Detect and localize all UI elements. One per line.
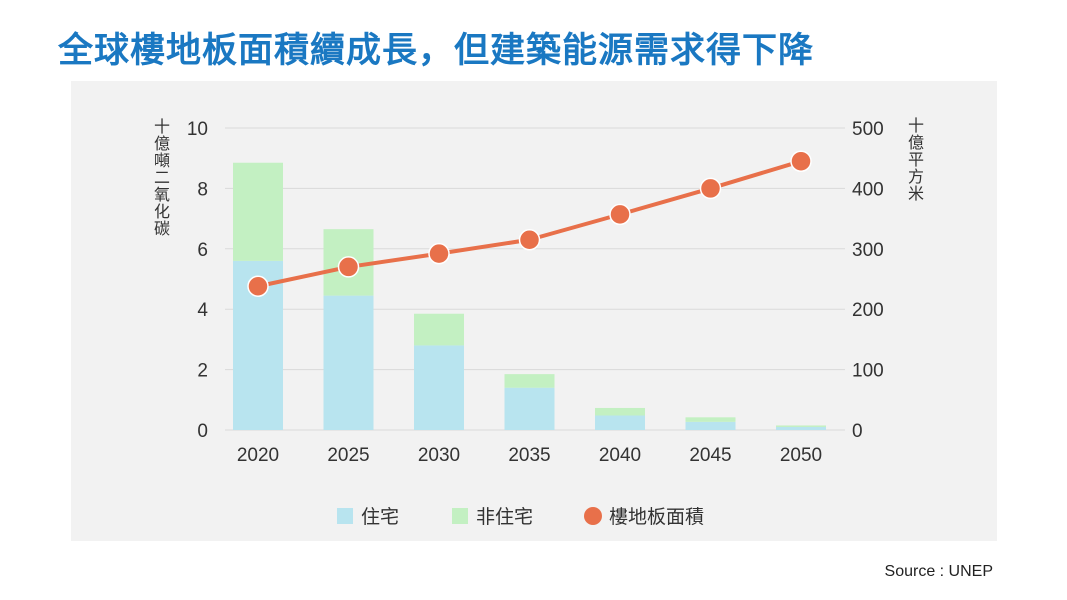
left-tick-label: 6	[197, 240, 208, 261]
right-tick-label: 300	[852, 240, 884, 261]
floor-area-point	[428, 242, 450, 265]
x-tick-label: 2040	[599, 445, 641, 466]
bars	[233, 162, 826, 430]
legend-residential[interactable]: 住宅	[337, 506, 399, 528]
right-axis-title: 十億平方米	[907, 116, 924, 203]
floor-area-point	[699, 177, 722, 200]
left-tick-label: 0	[197, 421, 208, 442]
left-tick-label: 4	[197, 300, 208, 321]
bar-residential	[595, 415, 645, 430]
left-tick-label: 10	[187, 119, 208, 140]
bar-residential	[323, 295, 374, 430]
left-axis-title: 十億噸二氧化碳	[153, 117, 170, 238]
floor-area-point	[337, 256, 360, 278]
x-tick-label: 2020	[237, 445, 279, 466]
x-tick-label: 2035	[508, 445, 550, 466]
legend-label: 非住宅	[476, 506, 533, 528]
chart-title: 全球樓地板面積續成長，但建築能源需求得下降	[58, 31, 815, 71]
legend-marker	[584, 507, 602, 525]
x-tick-label: 2025	[327, 445, 369, 466]
left-tick-label: 2	[197, 361, 208, 382]
floor-area-point	[247, 275, 269, 297]
bar-residential	[504, 387, 555, 430]
x-tick-label: 2030	[418, 445, 460, 466]
bar-non-residential	[685, 417, 736, 422]
floor-area-point	[518, 228, 541, 251]
right-tick-label: 400	[852, 179, 884, 200]
bar-residential	[414, 345, 464, 430]
legend[interactable]: 住宅 非住宅 樓地板面積	[337, 506, 704, 528]
legend-swatch	[337, 508, 353, 524]
legend-floor-area[interactable]: 樓地板面積	[584, 506, 704, 528]
legend-non-residential[interactable]: 非住宅	[452, 506, 533, 528]
legend-swatch	[452, 508, 468, 524]
bar-non-residential	[595, 407, 645, 416]
right-tick-label: 0	[852, 421, 863, 442]
bar-non-residential	[414, 313, 464, 346]
floor-area-line	[247, 150, 812, 297]
bar-non-residential	[504, 374, 555, 388]
bar-non-residential	[776, 425, 826, 427]
right-tick-label: 500	[852, 119, 884, 140]
floor-area-point	[609, 203, 631, 226]
chart-panel	[71, 81, 997, 541]
right-tick-label: 200	[852, 300, 884, 321]
bar-non-residential	[233, 162, 283, 261]
x-tick-label: 2050	[780, 445, 822, 466]
left-tick-label: 8	[197, 179, 208, 200]
bar-residential	[776, 426, 826, 430]
source-note: Source : UNEP	[884, 563, 993, 580]
right-tick-label: 100	[852, 361, 884, 382]
legend-label: 樓地板面積	[609, 506, 704, 528]
floor-area-point	[790, 150, 812, 172]
bar-residential	[685, 421, 736, 430]
legend-label: 住宅	[361, 506, 399, 528]
x-tick-label: 2045	[689, 445, 731, 466]
